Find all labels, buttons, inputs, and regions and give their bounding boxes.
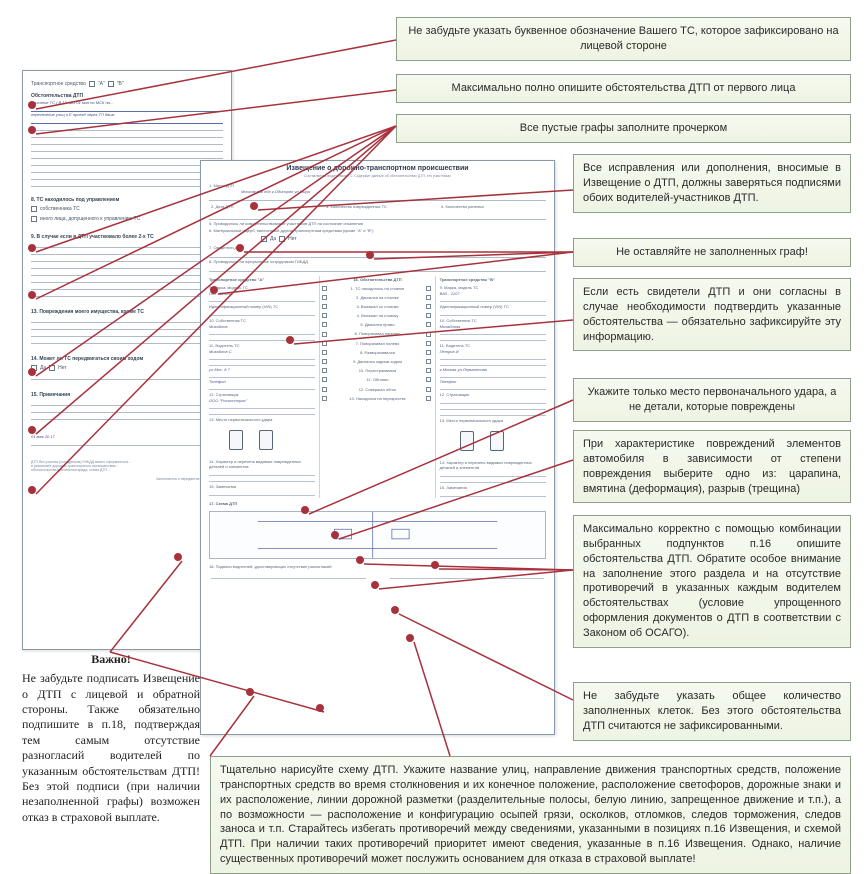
circ-checkbox-a [322, 286, 327, 291]
connector-dot [406, 634, 414, 642]
circ-checkbox-a [322, 332, 327, 337]
connector-dot [28, 291, 36, 299]
circ-label: 11. Обгонял [329, 376, 425, 383]
circ-label: 3. Выезжал со стоянки [329, 303, 425, 310]
form-b-title: Извещение о дорожно-транспортном происше… [201, 161, 554, 174]
form-a-sec1: Обстоятельства ДТП [23, 89, 231, 100]
connector-dot [28, 126, 36, 134]
tip-scheme: Тщательно нарисуйте схему ДТП. Укажите н… [210, 756, 851, 874]
circ-checkbox-a [322, 322, 327, 327]
form-a-heading: Транспортное средство [31, 81, 86, 87]
connector-dot [28, 486, 36, 494]
tip-describe-circumstances: Максимально полно опишите обстоятельства… [396, 74, 851, 103]
connector-dot [246, 688, 254, 696]
circ-checkbox-b [426, 313, 431, 318]
circ-label: 12. Совершал обгон [329, 386, 425, 393]
tip-letter-designation: Не забудьте указать буквенное обозначени… [396, 17, 851, 61]
circ-label: 8. Разворачивался [329, 349, 425, 356]
connector-dot [236, 244, 244, 252]
page-canvas: Не забудьте указать буквенное обозначени… [0, 0, 867, 864]
connector-dot [331, 531, 339, 539]
circ-checkbox-b [426, 387, 431, 392]
connector-dot [366, 251, 374, 259]
checkbox-b [108, 81, 114, 87]
circ-label: 5. Двигался прямо [329, 321, 425, 328]
connector-dot [356, 556, 364, 564]
tip-witnesses: Если есть свидетели ДТП и они согласны в… [573, 278, 851, 351]
connector-dot [286, 336, 294, 344]
accident-scheme-area [209, 511, 546, 559]
circ-checkbox-b [426, 396, 431, 401]
connector-dot [371, 581, 379, 589]
circ-checkbox-a [322, 341, 327, 346]
circ-label: 7. Поворачивал налево [329, 340, 425, 347]
circ-label: 2. Двигался на стоянке [329, 294, 425, 301]
circ-checkbox-b [426, 377, 431, 382]
tip-fill-dashes: Все пустые графы заполните прочерком [396, 114, 851, 143]
circ-checkbox-b [426, 368, 431, 373]
connector-dot [28, 244, 36, 252]
circ-checkbox-a [322, 368, 327, 373]
circ-checkbox-a [322, 377, 327, 382]
circ-checkbox-a [322, 387, 327, 392]
connector-dot [316, 704, 324, 712]
important-note: Важно! Не забудьте подписать Извещение о… [22, 652, 200, 825]
tip-no-empty: Не оставляйте не заполненных граф! [573, 238, 851, 267]
tip-corrections: Все исправления или дополнения, вносимые… [573, 154, 851, 213]
circ-checkbox-b [426, 359, 431, 364]
circ-label: 6. Поворачивал направо [329, 330, 425, 337]
connector-dot [210, 286, 218, 294]
circ-checkbox-b [426, 295, 431, 300]
circ-label: 9. Двигался задним ходом [329, 358, 425, 365]
connector-dot [391, 606, 399, 614]
tip-count-cells: Не забудьте указать общее количество зап… [573, 682, 851, 741]
circ-label: 10. Перестраивался [329, 367, 425, 374]
circ-checkbox-b [426, 332, 431, 337]
connector-dot [431, 561, 439, 569]
circ-checkbox-b [426, 341, 431, 346]
circ-checkbox-a [322, 350, 327, 355]
tip-damage-type: При характеристике повреждений элементов… [573, 430, 851, 503]
circ-checkbox-b [426, 304, 431, 309]
circ-checkbox-a [322, 359, 327, 364]
circ-label: 1. ТС находилось на стоянке [329, 285, 425, 292]
important-body: Не забудьте подписать Извещение о ДТП с … [22, 671, 200, 825]
tip-p16: Максимально корректно с помощью комбинац… [573, 515, 851, 648]
circ-checkbox-b [426, 286, 431, 291]
connector-dot [174, 553, 182, 561]
connector-dot [28, 101, 36, 109]
circ-label: 4. Въезжал на стоянку [329, 312, 425, 319]
connector-dot [28, 426, 36, 434]
connector-dot [28, 368, 36, 376]
circ-checkbox-b [426, 322, 431, 327]
connector-dot [301, 506, 309, 514]
circ-checkbox-a [322, 295, 327, 300]
circ-label: 13. Находился на перекрестке [329, 395, 425, 402]
important-header: Важно! [22, 652, 200, 667]
circ-checkbox-a [322, 313, 327, 318]
circ-checkbox-a [322, 396, 327, 401]
connector-dot [250, 202, 258, 210]
circ-checkbox-a [322, 304, 327, 309]
form-front-side: Извещение о дорожно-транспортном происше… [200, 160, 555, 735]
circ-checkbox-b [426, 350, 431, 355]
tip-impact-point: Укажите только место первоначального уда… [573, 378, 851, 422]
checkbox-a [89, 81, 95, 87]
